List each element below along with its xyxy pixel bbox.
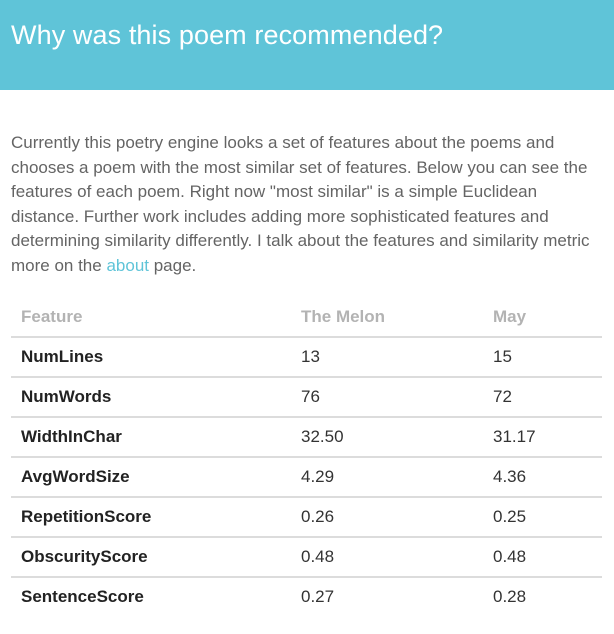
poem-2-value: 0.28	[493, 587, 527, 606]
feature-name: RepetitionScore	[11, 497, 291, 538]
poem-2-value: 15	[483, 337, 602, 378]
feature-name: SentenceScore	[21, 587, 144, 606]
table-row: AvgWordSize 4.29 4.36	[11, 457, 602, 498]
page-title: Why was this poem recommended?	[11, 20, 444, 50]
poem-1-value: 32.50	[291, 417, 483, 458]
poem-2-value: 0.25	[483, 497, 602, 538]
about-link[interactable]: about	[106, 255, 149, 275]
table-row: SentenceScore 0.27 0.28	[11, 577, 602, 616]
table-row: ObscurityScore 0.48 0.48	[11, 537, 602, 578]
page-header: Why was this poem recommended?	[0, 0, 614, 90]
poem-2-value: 72	[483, 377, 602, 418]
poem-2-value: 4.36	[483, 457, 602, 498]
poem-1-value: 4.29	[291, 457, 483, 498]
header-poem-2: May	[483, 298, 602, 338]
table-row: NumWords 76 72	[11, 377, 602, 418]
poem-1-value: 13	[291, 337, 483, 378]
table-row: NumLines 13 15	[11, 337, 602, 378]
table-row: RepetitionScore 0.26 0.25	[11, 497, 602, 538]
poem-1-value: 0.48	[291, 537, 483, 578]
intro-text: Currently this poetry engine looks a set…	[11, 133, 590, 275]
feature-name: AvgWordSize	[11, 457, 291, 498]
table-row: WidthInChar 32.50 31.17	[11, 417, 602, 458]
table-header-row: Feature The Melon May	[11, 298, 602, 338]
poem-1-value: 0.27	[301, 587, 335, 606]
features-table: Feature The Melon May NumLines 13 15 Num…	[11, 298, 602, 616]
feature-name: WidthInChar	[11, 417, 291, 458]
feature-name: ObscurityScore	[11, 537, 291, 578]
feature-name: NumWords	[11, 377, 291, 418]
intro-text-end: page.	[149, 255, 197, 275]
header-feature: Feature	[11, 298, 291, 338]
poem-1-value: 0.26	[291, 497, 483, 538]
intro-paragraph: Currently this poetry engine looks a set…	[11, 131, 606, 278]
poem-1-value: 76	[291, 377, 483, 418]
header-poem-1: The Melon	[291, 298, 483, 338]
poem-2-value: 31.17	[483, 417, 602, 458]
poem-2-value: 0.48	[483, 537, 602, 578]
feature-name: NumLines	[11, 337, 291, 378]
